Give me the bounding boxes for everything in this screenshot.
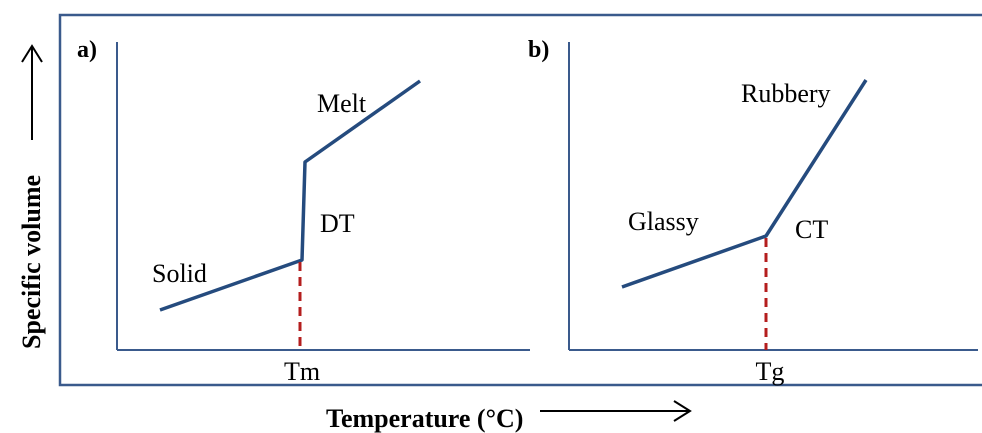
y-axis-arrow-head-icon <box>21 44 43 63</box>
panel-b-rubbery-label: Rubbery <box>741 79 831 108</box>
y-axis-label: Specific volume <box>17 175 46 349</box>
x-axis-label: Temperature (°C) <box>326 404 523 433</box>
figure-frame <box>58 13 982 387</box>
panel-a-dt-label: DT <box>320 209 355 238</box>
panel-a-tag: a) <box>77 37 97 63</box>
x-axis-arrow-head-icon <box>673 400 692 422</box>
panel-b-tick-label: Tg <box>756 357 785 386</box>
panel-b-tag: b) <box>528 37 549 63</box>
panel-a-volume-curve <box>159 79 422 312</box>
x-axis-title: Temperature (°C) <box>326 400 692 433</box>
panel-b-glassy-label: Glassy <box>628 207 699 236</box>
panel-b: b) Rubbery Glassy CT Tg <box>528 37 978 386</box>
panel-a-tick-label: Tm <box>284 357 320 386</box>
y-axis-title: Specific volume <box>17 44 46 349</box>
panel-a: a) Melt DT Solid Tm <box>77 37 530 386</box>
panel-a-solid-label: Solid <box>152 259 207 288</box>
panel-b-volume-curve <box>621 79 868 289</box>
panel-b-ct-label: CT <box>795 215 828 244</box>
panel-a-melt-label: Melt <box>317 89 367 118</box>
